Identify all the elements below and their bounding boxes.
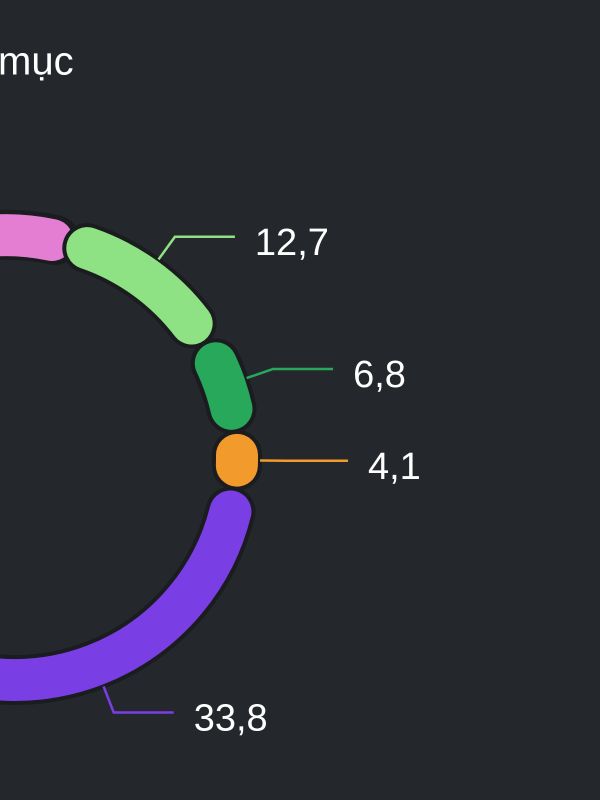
segment bbox=[0, 490, 252, 701]
data-label: 4,1 bbox=[368, 446, 421, 488]
data-label: 12,7 bbox=[255, 222, 329, 264]
segment bbox=[66, 227, 213, 345]
data-label: 6,8 bbox=[353, 354, 406, 396]
leader-line bbox=[246, 367, 334, 380]
leader-line bbox=[102, 685, 174, 714]
data-label: 33,8 bbox=[194, 698, 268, 740]
leader-line bbox=[157, 235, 235, 261]
segment bbox=[194, 342, 253, 430]
chart-title: mục bbox=[0, 40, 74, 84]
segment bbox=[0, 214, 73, 261]
